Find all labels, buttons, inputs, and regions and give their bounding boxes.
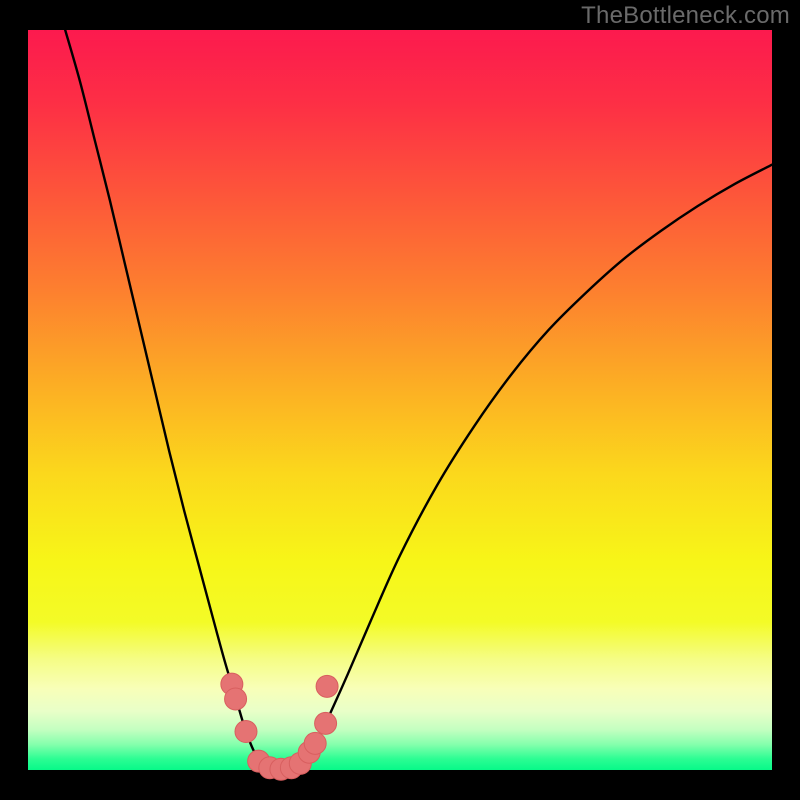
curve-marker <box>315 712 337 734</box>
watermark-text: TheBottleneck.com <box>581 2 790 30</box>
chart-svg <box>0 0 800 800</box>
curve-marker <box>304 732 326 754</box>
bottleneck-chart: TheBottleneck.com <box>0 0 800 800</box>
curve-marker <box>225 688 247 710</box>
curve-marker <box>235 721 257 743</box>
plot-background-gradient <box>28 30 772 770</box>
curve-marker <box>316 675 338 697</box>
